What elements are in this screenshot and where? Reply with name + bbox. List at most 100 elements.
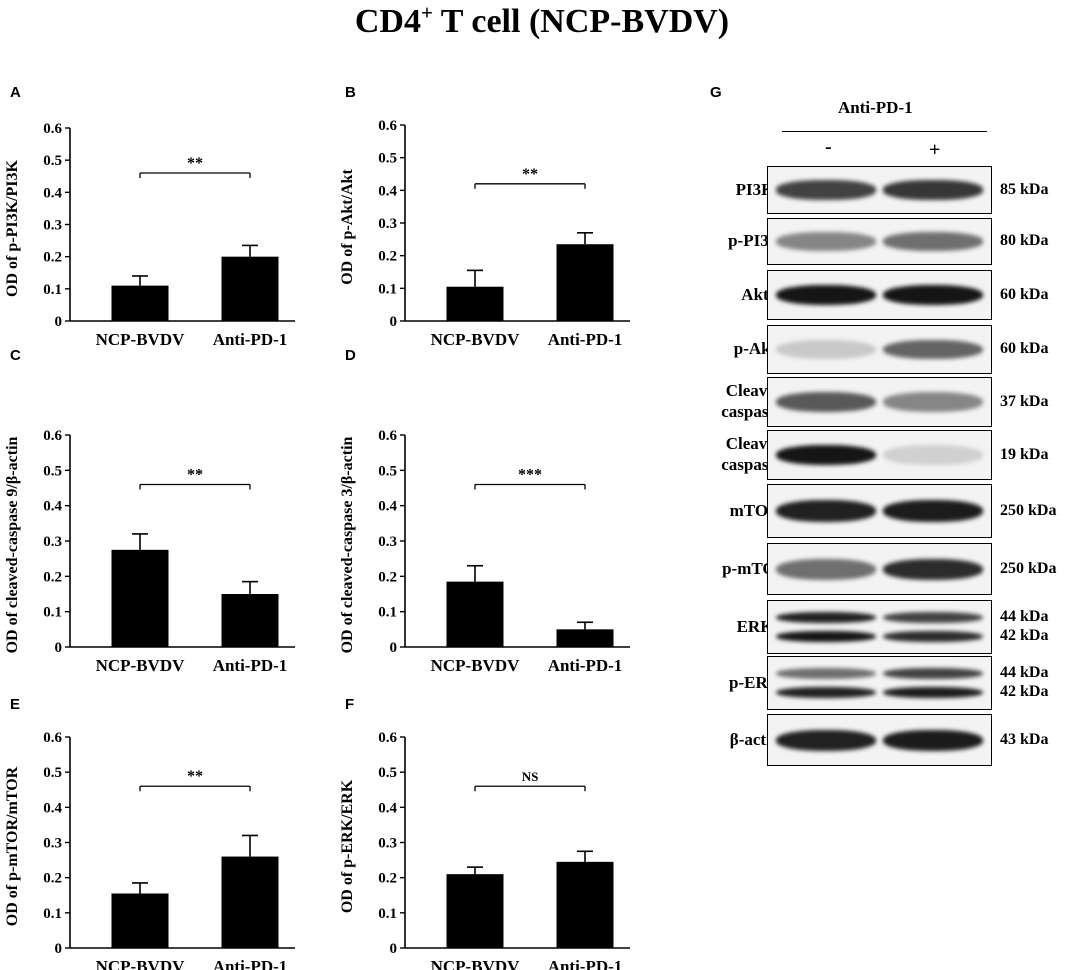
- blot-strip: [767, 656, 992, 710]
- y-tick-label: 0.2: [378, 871, 397, 887]
- x-tick-label: NCP-BVDV: [96, 656, 185, 675]
- bar-ncp-bvdv: [111, 285, 169, 321]
- blot-band: [883, 630, 983, 643]
- blot-band: [776, 444, 876, 466]
- blot-band: [883, 611, 983, 624]
- kda-label-line: 42 kDa: [1000, 683, 1049, 700]
- y-tick-label: 0.6: [43, 730, 62, 746]
- x-tick-label: Anti-PD-1: [213, 656, 288, 675]
- y-tick-label: 0.4: [43, 499, 62, 515]
- kda-label: 60 kDa: [1000, 285, 1048, 304]
- x-tick-label: NCP-BVDV: [431, 957, 520, 970]
- blot-band: [883, 444, 983, 466]
- kda-label: 44 kDa 42 kDa: [1000, 607, 1048, 645]
- kda-label-line: 80 kDa: [1000, 232, 1049, 249]
- kda-label-line: 250 kDa: [1000, 559, 1057, 577]
- y-tick-label: 0.2: [43, 569, 62, 585]
- y-tick-label: 0.4: [378, 800, 397, 816]
- kda-label-line: 19 kDa: [1000, 445, 1049, 463]
- blot-band: [776, 339, 876, 360]
- title-main: CD4: [354, 3, 421, 40]
- kda-label-line: 85 kDa: [1000, 180, 1049, 198]
- y-tick-label: 0: [390, 640, 398, 656]
- y-tick-label: 0: [55, 640, 63, 656]
- blot-band: [776, 180, 876, 200]
- blot-band: [883, 391, 983, 413]
- kda-label: 19 kDa: [1000, 445, 1048, 464]
- kda-label-line: 60 kDa: [1000, 285, 1049, 303]
- y-tick-label: 0.3: [43, 218, 62, 234]
- x-tick-label: NCP-BVDV: [96, 957, 185, 970]
- blot-strip: [767, 218, 992, 265]
- y-tick-label: 0.3: [378, 534, 397, 550]
- panel-letter-e: E: [10, 696, 21, 713]
- y-tick-label: 0.2: [378, 249, 397, 265]
- significance-label: **: [522, 166, 538, 183]
- y-tick-label: 0.4: [378, 183, 397, 199]
- bar-anti-pd-1: [221, 856, 279, 948]
- bar-anti-pd-1: [556, 629, 614, 647]
- x-tick-label: Anti-PD-1: [213, 957, 288, 970]
- blot-band: [776, 391, 876, 413]
- kda-label: 60 kDa: [1000, 339, 1048, 358]
- x-tick-label: Anti-PD-1: [548, 330, 623, 349]
- y-tick-label: 0.6: [378, 730, 397, 746]
- y-tick-label: 0.6: [43, 121, 62, 137]
- y-tick-label: 0.5: [43, 153, 62, 169]
- kda-label-line: 44 kDa: [1000, 608, 1049, 625]
- blot-band: [776, 558, 876, 580]
- blot-band: [883, 686, 983, 699]
- blot-band: [776, 284, 876, 306]
- blot-strip: [767, 325, 992, 374]
- y-axis-label: OD of cleaved-caspase 3/β-actin: [339, 436, 356, 653]
- blot-row-label: Akt: [700, 284, 810, 305]
- blot-band: [776, 611, 876, 624]
- kda-label-line: 250 kDa: [1000, 501, 1057, 519]
- chart-panel-c: OD of cleaved-caspase 9/β-actin 0 0.1 0.2 0.…: [4, 428, 295, 675]
- kda-label: 80 kDa: [1000, 231, 1048, 250]
- kda-label: 85 kDa: [1000, 180, 1048, 199]
- y-tick-label: 0.3: [43, 534, 62, 550]
- y-tick-label: 0.3: [378, 836, 397, 852]
- panel-letter-c: C: [10, 347, 21, 364]
- panel-letter-b: B: [345, 84, 356, 101]
- y-tick-label: 0.1: [378, 605, 397, 621]
- kda-label: 250 kDa: [1000, 559, 1056, 578]
- y-tick-label: 0.6: [43, 428, 62, 444]
- blot-band: [883, 284, 983, 306]
- y-tick-label: 0.1: [378, 281, 397, 297]
- x-tick-label: Anti-PD-1: [548, 656, 623, 675]
- blot-row-label: ERK: [700, 616, 810, 637]
- bar-anti-pd-1: [556, 244, 614, 321]
- y-tick-label: 0.5: [43, 463, 62, 479]
- blot-band: [883, 500, 983, 522]
- significance-label: **: [187, 155, 203, 172]
- blot-row-label-line: p-Akt: [733, 339, 777, 358]
- significance-label: **: [187, 466, 203, 483]
- panel-letter-f: F: [345, 696, 355, 713]
- blot-band: [776, 500, 876, 522]
- blot-row-label-line: PI3K: [735, 179, 775, 199]
- y-tick-label: 0.1: [43, 282, 62, 298]
- y-tick-label: 0.4: [378, 499, 397, 515]
- blot-band: [883, 232, 983, 251]
- y-tick-label: 0.2: [378, 569, 397, 585]
- panel-letter-a: A: [10, 84, 21, 101]
- bar-ncp-bvdv: [446, 581, 504, 647]
- blot-band: [776, 630, 876, 643]
- y-tick-label: 0.4: [43, 185, 62, 201]
- blot-band: [776, 667, 876, 680]
- lane-minus-sign: -: [825, 136, 832, 158]
- blot-band: [776, 686, 876, 699]
- blot-row-label: p-Akt: [700, 338, 810, 359]
- x-tick-label: NCP-BVDV: [96, 330, 185, 349]
- y-tick-label: 0.5: [378, 151, 397, 167]
- y-tick-label: 0.2: [43, 871, 62, 887]
- y-axis-label: OD of p-PI3K/PI3K: [4, 160, 21, 297]
- chart-panel-b: OD of p-Akt/Akt 0 0.1 0.2 0.3 0.4 0.5 0.6 NCP-BV…: [339, 118, 630, 349]
- kda-label: 44 kDa 42 kDa: [1000, 663, 1048, 701]
- kda-label: 37 kDa: [1000, 392, 1048, 411]
- blot-band: [883, 180, 983, 200]
- y-axis-label: OD of cleaved-caspase 9/β-actin: [4, 436, 21, 653]
- y-tick-label: 0: [390, 941, 398, 957]
